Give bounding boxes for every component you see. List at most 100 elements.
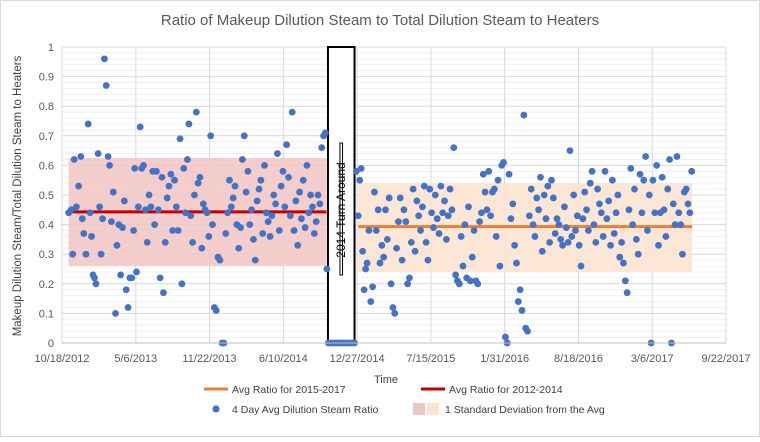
data-point xyxy=(599,233,607,240)
data-point xyxy=(316,200,324,208)
data-point xyxy=(174,227,182,234)
data-point xyxy=(415,212,423,220)
data-point xyxy=(548,176,555,184)
data-point xyxy=(275,227,283,234)
data-point xyxy=(406,274,413,282)
x-tick-label: 10/18/2012 xyxy=(34,353,89,365)
data-point xyxy=(171,176,178,184)
data-point xyxy=(385,194,393,202)
data-point xyxy=(448,206,456,214)
data-point xyxy=(124,304,132,311)
data-point xyxy=(194,179,202,187)
data-point xyxy=(237,224,244,231)
data-point xyxy=(572,227,579,234)
data-point xyxy=(286,212,294,220)
y-tick-label: 0.7 xyxy=(39,131,54,143)
data-point xyxy=(404,280,412,288)
data-point xyxy=(623,289,631,297)
data-point xyxy=(130,227,137,234)
data-point xyxy=(277,182,285,190)
data-point xyxy=(441,197,448,205)
data-point xyxy=(514,298,522,305)
data-point xyxy=(422,238,430,246)
data-point xyxy=(614,191,622,199)
data-point xyxy=(645,191,653,199)
data-point xyxy=(607,241,614,249)
data-point xyxy=(365,227,373,234)
data-point xyxy=(94,150,102,157)
data-point xyxy=(476,218,483,226)
data-point xyxy=(675,209,683,217)
data-point xyxy=(644,227,651,234)
data-point xyxy=(231,182,239,190)
data-point xyxy=(428,209,436,217)
data-point xyxy=(437,182,445,190)
data-point xyxy=(203,209,211,217)
y-tick-label: 0 xyxy=(48,338,54,350)
data-point xyxy=(259,230,267,237)
data-point xyxy=(235,244,243,252)
data-point xyxy=(553,215,561,223)
data-point xyxy=(266,233,274,240)
data-point xyxy=(272,200,279,208)
data-point xyxy=(542,215,550,223)
data-point xyxy=(669,200,677,208)
data-point xyxy=(91,274,98,282)
data-point xyxy=(113,241,121,249)
data-point xyxy=(161,238,169,246)
data-point xyxy=(207,132,215,140)
data-point xyxy=(362,265,369,273)
data-point xyxy=(540,191,548,199)
data-point xyxy=(257,176,265,184)
data-point xyxy=(513,259,520,267)
data-point xyxy=(538,247,546,255)
data-point xyxy=(270,191,278,199)
x-tick-label: 9/22/2017 xyxy=(702,353,751,365)
y-tick-label: 0.6 xyxy=(39,160,54,172)
data-point xyxy=(457,233,465,240)
data-point xyxy=(191,191,198,199)
data-point xyxy=(529,221,537,229)
data-point xyxy=(398,256,406,264)
data-point xyxy=(143,238,151,246)
data-point xyxy=(557,236,565,243)
data-point xyxy=(583,206,590,214)
data-point xyxy=(101,55,108,63)
data-point xyxy=(566,147,574,155)
data-point xyxy=(470,227,478,234)
data-point xyxy=(481,188,489,196)
data-point xyxy=(248,206,256,214)
legend-swatch-band xyxy=(427,403,439,415)
data-point xyxy=(435,230,443,237)
data-point xyxy=(562,224,570,231)
axes: 0 0.1 0.2 0.3 0.4 0.5 0.6 0.7 0.8 0.9 1 10/18/2012 5… xyxy=(34,42,750,365)
data-point xyxy=(651,209,659,217)
data-point xyxy=(298,215,305,223)
data-point xyxy=(396,194,404,202)
y-tick-label: 0.3 xyxy=(39,249,54,261)
data-point xyxy=(535,206,543,214)
data-point xyxy=(182,209,189,217)
data-point xyxy=(466,277,474,285)
data-point xyxy=(84,120,92,128)
data-point xyxy=(119,224,126,231)
x-tick-label: 6/10/2014 xyxy=(259,353,308,365)
data-point xyxy=(594,185,602,193)
data-point xyxy=(380,253,388,261)
data-point xyxy=(479,170,487,178)
data-point xyxy=(575,241,583,249)
turnaround-box xyxy=(326,46,356,344)
data-point xyxy=(309,203,316,211)
data-point xyxy=(242,188,250,196)
data-point xyxy=(658,173,666,181)
data-point xyxy=(555,221,563,229)
data-point xyxy=(151,221,158,229)
data-point xyxy=(112,310,119,317)
data-point xyxy=(72,203,80,211)
data-point xyxy=(128,274,136,282)
data-point xyxy=(621,277,629,285)
data-point xyxy=(156,274,164,282)
data-point xyxy=(122,286,130,294)
data-point xyxy=(684,200,692,208)
data-point xyxy=(586,179,594,187)
